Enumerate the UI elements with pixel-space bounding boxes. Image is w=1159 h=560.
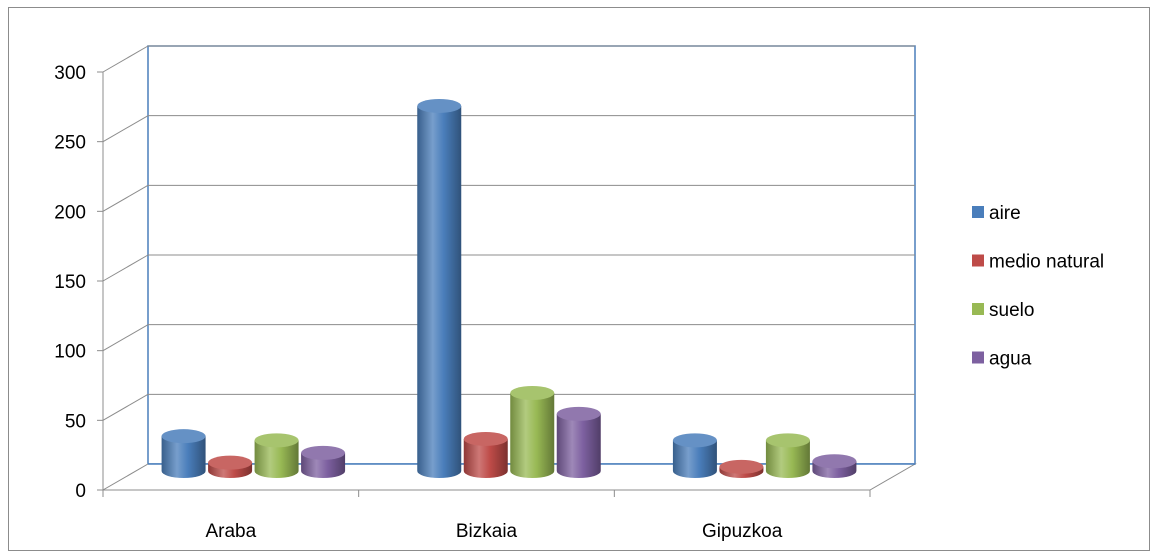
- bar-top: [417, 98, 462, 113]
- legend-label: suelo: [989, 300, 1034, 321]
- legend-label: agua: [989, 349, 1032, 370]
- x-tick-label: Araba: [205, 521, 256, 542]
- gridline-side: [102, 393, 149, 421]
- bar-top: [301, 445, 346, 460]
- gridline-side: [102, 115, 149, 143]
- bar-top: [556, 406, 601, 421]
- y-tick-label: 100: [54, 342, 86, 363]
- x-tick-label: Bizkaia: [456, 521, 518, 542]
- legend-label: medio natural: [989, 252, 1104, 273]
- gridline-side: [102, 254, 149, 282]
- bar-top: [463, 431, 508, 446]
- bar-top: [812, 454, 857, 469]
- bar-aire-gipuzkoa: [672, 440, 717, 479]
- bar-aire-bizkaia: [417, 105, 462, 479]
- bar-top: [719, 459, 764, 474]
- y-tick-label: 300: [54, 63, 86, 84]
- bar-aire-araba: [161, 436, 206, 479]
- bar-agua-araba: [301, 452, 346, 479]
- legend-label: aire: [989, 203, 1021, 224]
- y-tick-label: 250: [54, 133, 86, 154]
- bar-top: [765, 433, 810, 448]
- bar-suelo-bizkaia: [510, 392, 555, 479]
- legend-swatch: [972, 303, 984, 315]
- gridline-side: [102, 324, 149, 352]
- bar-top: [672, 433, 717, 448]
- bar-suelo-araba: [254, 440, 299, 478]
- bar-top: [254, 433, 299, 448]
- bar-top: [161, 429, 206, 444]
- gridline-side: [102, 45, 149, 73]
- bar-top: [510, 385, 555, 400]
- x-tick-label: Gipuzkoa: [702, 521, 783, 542]
- bar-medio-natural-bizkaia: [463, 438, 508, 479]
- y-tick-label: 50: [65, 411, 86, 432]
- bar-agua-bizkaia: [556, 413, 601, 479]
- legend-swatch: [972, 351, 984, 364]
- y-tick-label: 200: [54, 202, 86, 223]
- bar-suelo-gipuzkoa: [765, 440, 810, 479]
- y-tick-label: 150: [54, 272, 86, 293]
- legend-swatch: [972, 206, 984, 218]
- legend-swatch: [972, 254, 984, 267]
- gridline-side: [102, 184, 149, 212]
- bar-top: [208, 455, 253, 470]
- y-tick-label: 0: [75, 481, 86, 502]
